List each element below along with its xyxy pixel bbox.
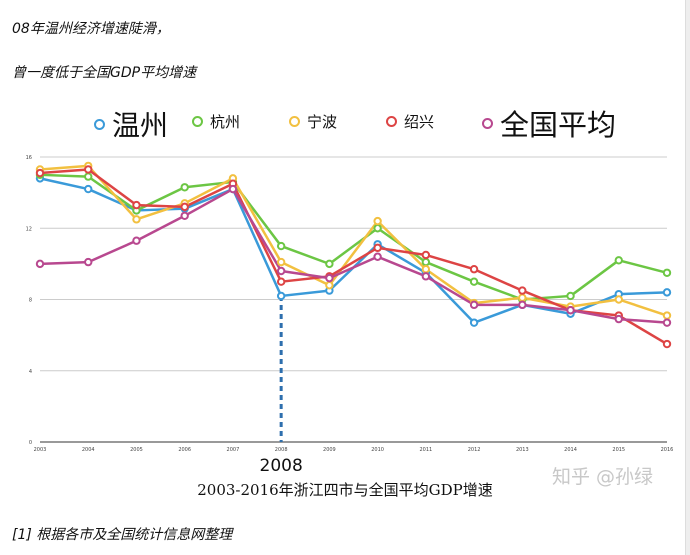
y-tick-label: 4	[29, 369, 32, 375]
data-point	[662, 288, 672, 297]
series-line-宁波	[39, 164, 668, 317]
legend-marker-icon	[482, 117, 493, 129]
data-point	[180, 202, 189, 212]
legend-item-national: 全国平均	[482, 102, 616, 144]
x-tick-label: 2016	[661, 447, 674, 453]
data-point	[421, 250, 431, 260]
legend-item-ningbo: 宁波	[289, 111, 337, 132]
x-tick-label: 2010	[371, 447, 384, 453]
series-line-温州	[39, 177, 668, 324]
legend-item-hangzhou: 杭州	[192, 111, 240, 132]
data-point	[373, 216, 382, 226]
data-point	[614, 295, 623, 304]
data-point	[421, 265, 431, 274]
data-point	[421, 257, 431, 267]
x-tick-label: 2003	[34, 447, 47, 453]
legend-label: 宁波	[307, 113, 338, 131]
intro-line-1: 08年温州经济增速陡滑，	[12, 21, 170, 37]
data-point	[132, 215, 141, 224]
data-point	[276, 257, 286, 267]
x-tick-label: 2009	[323, 447, 336, 453]
x-tick-label: 2007	[227, 447, 240, 453]
data-point	[469, 318, 479, 327]
data-point	[84, 172, 93, 181]
legend-marker-icon	[94, 118, 105, 130]
series-line-绍兴	[39, 168, 668, 346]
data-point	[373, 224, 382, 233]
x-tick-label: 2005	[130, 447, 143, 453]
legend-label: 绍兴	[404, 113, 435, 131]
y-tick-label: 12	[26, 226, 32, 232]
legend-item-shaoxing: 绍兴	[386, 111, 434, 132]
chart-title: 2003-2016年浙江四市与全国平均GDP增速	[197, 481, 493, 499]
legend-item-wenzhou: 温州	[94, 104, 168, 144]
data-point	[662, 268, 672, 277]
data-point	[373, 252, 382, 261]
data-point	[325, 281, 334, 290]
annotation-label: 2008	[260, 456, 303, 476]
y-tick-label: 8	[29, 298, 32, 304]
data-point	[518, 293, 527, 302]
x-tick-label: 2011	[419, 447, 432, 453]
data-point	[469, 300, 479, 310]
x-tick-label: 2013	[516, 447, 529, 453]
intro-line-2: 曾一度低于全国GDP平均增速	[12, 65, 197, 81]
data-point	[276, 291, 286, 301]
data-point	[84, 257, 93, 267]
scrollbar[interactable]	[685, 0, 690, 555]
data-point	[276, 266, 286, 276]
y-tick-label: 0	[29, 440, 32, 446]
footnote: [1] 根据各市及全国统计信息网整理	[12, 527, 233, 543]
data-point	[566, 291, 575, 301]
legend-marker-icon	[289, 116, 300, 127]
data-point	[662, 318, 672, 327]
data-point	[518, 300, 527, 310]
data-point	[180, 211, 189, 220]
data-point	[614, 256, 623, 265]
legend-label: 杭州	[210, 113, 241, 131]
data-point	[325, 259, 334, 269]
y-tick-label: 16	[26, 155, 32, 161]
data-point	[276, 277, 286, 286]
x-tick-label: 2014	[564, 447, 577, 453]
x-tick-label: 2012	[468, 447, 481, 453]
data-point	[469, 277, 479, 286]
data-point	[566, 305, 575, 315]
data-point	[35, 168, 45, 178]
data-point	[373, 243, 382, 253]
data-point	[469, 265, 479, 274]
watermark: 知乎 @孙绿	[552, 466, 654, 488]
legend-label: 全国平均	[500, 108, 617, 142]
data-point	[276, 241, 286, 251]
x-tick-label: 2008	[275, 447, 288, 453]
data-point	[35, 259, 45, 269]
x-tick-label: 2004	[82, 447, 95, 453]
data-point	[132, 236, 141, 245]
data-point	[180, 183, 189, 192]
data-point	[518, 286, 527, 295]
data-point	[228, 184, 238, 194]
data-point	[614, 314, 623, 324]
data-point	[84, 184, 93, 194]
legend-label: 温州	[112, 109, 169, 142]
data-point	[132, 200, 141, 210]
series-line-杭州	[39, 173, 668, 301]
x-tick-label: 2015	[612, 447, 625, 453]
line-chart: 0 4 8 12 16 2003 2004 2005 2006 2007 2008 2009 2010 2…	[26, 155, 674, 476]
legend-marker-icon	[192, 116, 203, 127]
data-point	[662, 311, 672, 320]
data-point	[325, 273, 334, 283]
x-tick-label: 2006	[178, 447, 191, 453]
series-line-全国平均	[39, 187, 668, 324]
legend-marker-icon	[386, 116, 397, 127]
data-point	[421, 272, 431, 281]
data-point	[662, 339, 672, 349]
data-point	[84, 165, 93, 174]
